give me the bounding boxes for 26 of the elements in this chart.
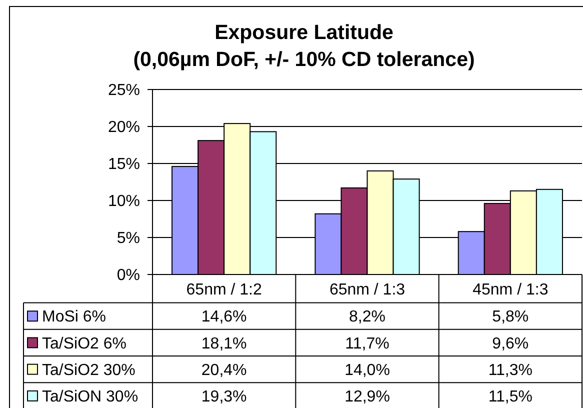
x-tick-label: 45nm / 1:3 — [472, 281, 548, 298]
data-label: 11,5% — [488, 388, 533, 406]
chart-title: Exposure Latitude (0,06µm DoF, +/- 10% CD tolerance) — [133, 21, 475, 71]
legend-label: Ta/SiO2 6% — [42, 335, 126, 352]
data-label: 14,0% — [344, 362, 390, 379]
data-label: 14,6% — [201, 308, 247, 326]
y-tick-label: 15% — [108, 156, 140, 174]
data-label: 12,9% — [344, 388, 390, 406]
data-label: 11,7% — [345, 335, 390, 352]
y-tick-label: 5% — [116, 230, 140, 248]
y-tick-label: 10% — [108, 193, 140, 210]
legend-label: Ta/SiO2 30% — [42, 362, 136, 379]
y-tick-label: 0% — [116, 267, 140, 284]
data-label: 9,6% — [492, 335, 529, 352]
y-tick-label: 20% — [108, 119, 140, 136]
legend-label: Ta/SiON 30% — [42, 388, 138, 406]
data-label: 8,2% — [349, 308, 386, 326]
data-label: 5,8% — [492, 308, 529, 326]
x-tick-label: 65nm / 1:3 — [329, 281, 406, 298]
y-tick-label: 25% — [108, 82, 140, 100]
data-label: 19,3% — [201, 388, 247, 406]
x-tick-label: 65nm / 1:2 — [186, 281, 262, 298]
legend-label: MoSi 6% — [42, 308, 106, 326]
data-label: 20,4% — [201, 362, 247, 379]
data-label: 11,3% — [488, 362, 533, 379]
data-label: 18,1% — [201, 335, 247, 352]
